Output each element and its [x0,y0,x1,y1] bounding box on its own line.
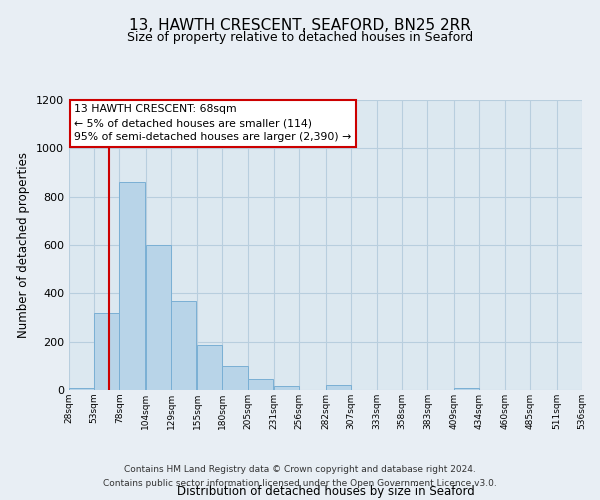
Text: Contains HM Land Registry data © Crown copyright and database right 2024.
Contai: Contains HM Land Registry data © Crown c… [103,466,497,487]
Y-axis label: Number of detached properties: Number of detached properties [17,152,31,338]
Text: 13 HAWTH CRESCENT: 68sqm
← 5% of detached houses are smaller (114)
95% of semi-d: 13 HAWTH CRESCENT: 68sqm ← 5% of detache… [74,104,352,142]
Bar [69,388,94,390]
Bar [325,385,351,390]
Bar [223,366,248,390]
Text: Size of property relative to detached houses in Seaford: Size of property relative to detached ho… [127,31,473,44]
Text: 13, HAWTH CRESCENT, SEAFORD, BN25 2RR: 13, HAWTH CRESCENT, SEAFORD, BN25 2RR [129,18,471,32]
Bar [119,182,145,390]
Bar [171,300,196,390]
Bar [274,386,299,390]
Bar [248,379,273,390]
Bar [454,388,479,390]
Bar [146,245,171,390]
X-axis label: Distribution of detached houses by size in Seaford: Distribution of detached houses by size … [176,484,475,498]
Bar [94,312,119,390]
Bar [197,346,223,390]
